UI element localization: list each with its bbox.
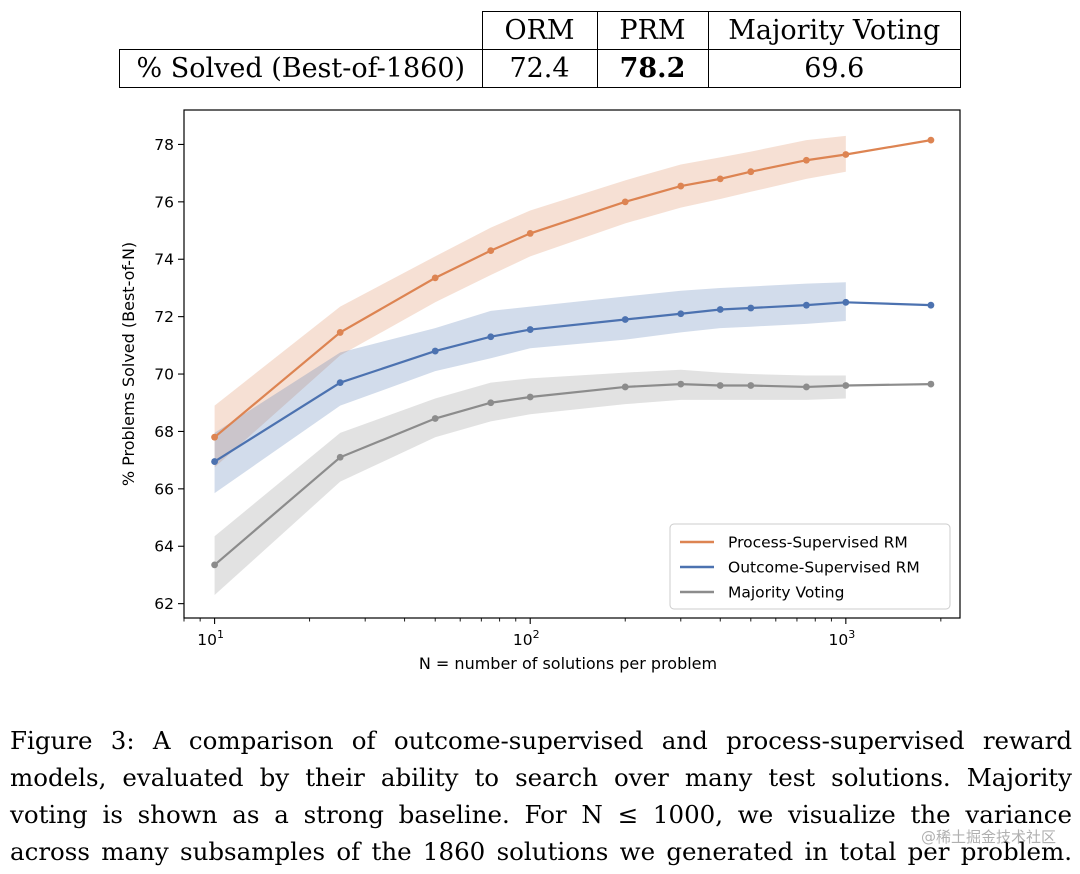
y-tick-label: 62 (154, 595, 174, 613)
caption-line: models, evaluated by their ability to se… (10, 763, 1072, 792)
y-tick-label: 64 (154, 538, 174, 556)
x-axis-label: N = number of solutions per problem (419, 654, 717, 673)
y-tick-label: 68 (154, 423, 174, 441)
y-axis: 62 64 66 68 70 72 74 76 78 (154, 136, 184, 613)
data-point (336, 329, 344, 336)
data-point (747, 382, 755, 389)
x-tick-label: 103 (828, 628, 855, 649)
data-point (526, 326, 534, 333)
table-row: % Solved (Best-of-1860) 72.4 78.2 69.6 (119, 49, 961, 88)
series-lines (213, 139, 932, 566)
data-point (621, 198, 629, 206)
series-line (213, 382, 931, 566)
data-point (526, 393, 534, 401)
results-table: ORM PRM Majority Voting % Solved (Best-o… (119, 11, 961, 88)
legend-box (669, 523, 951, 610)
plot-frame (183, 109, 961, 619)
data-point (431, 274, 439, 282)
data-point (487, 399, 495, 407)
value-orm: 72.4 (481, 49, 598, 88)
data-point (677, 182, 685, 190)
data-point (802, 383, 810, 391)
variance-band (214, 369, 846, 596)
data-point (336, 379, 344, 387)
legend-label: Outcome-Supervised RM (728, 559, 920, 577)
legend-label: Process-Supervised RM (728, 534, 908, 552)
data-point (747, 304, 755, 312)
data-point (927, 136, 935, 144)
line-chart: 62 64 66 68 70 72 74 76 78 101 102 103 % Problems … (119, 109, 961, 673)
x-tick-exponent: 1 (217, 628, 224, 641)
data-point (621, 383, 629, 391)
series-points (211, 136, 935, 569)
y-tick-label: 70 (154, 366, 174, 384)
data-point (431, 415, 439, 422)
watermark: @稀土掘金技术社区 (920, 828, 1056, 846)
data-point (211, 458, 218, 465)
data-point (842, 382, 850, 389)
data-point (802, 156, 810, 164)
y-tick-label: 78 (154, 136, 174, 154)
x-tick-label: 101 (197, 628, 224, 649)
data-point (802, 301, 810, 309)
y-axis-label: % Problems Solved (Best-of-N) (119, 242, 138, 486)
variance-band (214, 282, 846, 494)
data-point (927, 380, 935, 388)
y-tick-label: 72 (154, 308, 174, 326)
data-point (526, 230, 534, 237)
data-point (621, 316, 629, 323)
data-point (747, 168, 755, 176)
series-line (214, 301, 931, 463)
data-point (487, 247, 495, 255)
x-axis: 101 102 103 (183, 618, 942, 649)
header-majority-voting: Majority Voting (707, 11, 961, 50)
x-tick-exponent: 2 (533, 628, 540, 641)
data-point (211, 433, 218, 441)
variance-band (214, 135, 846, 468)
y-tick-label: 66 (154, 480, 174, 498)
row-label: % Solved (Best-of-1860) (119, 49, 483, 88)
caption-line: voting is shown as a strong baseline. Fo… (10, 800, 1072, 829)
table-header-row: ORM PRM Majority Voting (119, 11, 961, 50)
data-point (431, 347, 439, 355)
table-corner-cell (119, 11, 483, 50)
caption-line: across many subsamples of the 1860 solut… (10, 837, 1072, 866)
data-point (677, 380, 685, 388)
data-point (716, 306, 724, 313)
value-prm: 78.2 (596, 49, 709, 88)
data-point (677, 310, 685, 318)
data-point (716, 382, 724, 389)
x-tick-exponent: 3 (848, 628, 855, 641)
legend: Process-Supervised RM Outcome-Supervised … (669, 523, 951, 610)
y-tick-label: 76 (154, 193, 174, 211)
series-line (213, 139, 932, 439)
y-tick-label: 74 (154, 251, 174, 269)
value-majority-voting: 69.6 (707, 49, 961, 88)
variance-bands (214, 135, 846, 596)
data-point (716, 175, 724, 183)
data-point (927, 301, 935, 309)
legend-label: Majority Voting (728, 584, 844, 602)
data-point (487, 333, 495, 341)
figure-caption: Figure 3: A comparison of outcome-superv… (10, 722, 1072, 870)
data-point (842, 298, 850, 306)
x-tick-label: 102 (513, 628, 540, 649)
caption-line: Figure 3: A comparison of outcome-superv… (10, 726, 1072, 755)
data-point (842, 151, 850, 158)
data-point (211, 561, 218, 569)
data-point (336, 453, 344, 461)
header-orm: ORM (481, 11, 598, 50)
header-prm: PRM (596, 11, 709, 50)
